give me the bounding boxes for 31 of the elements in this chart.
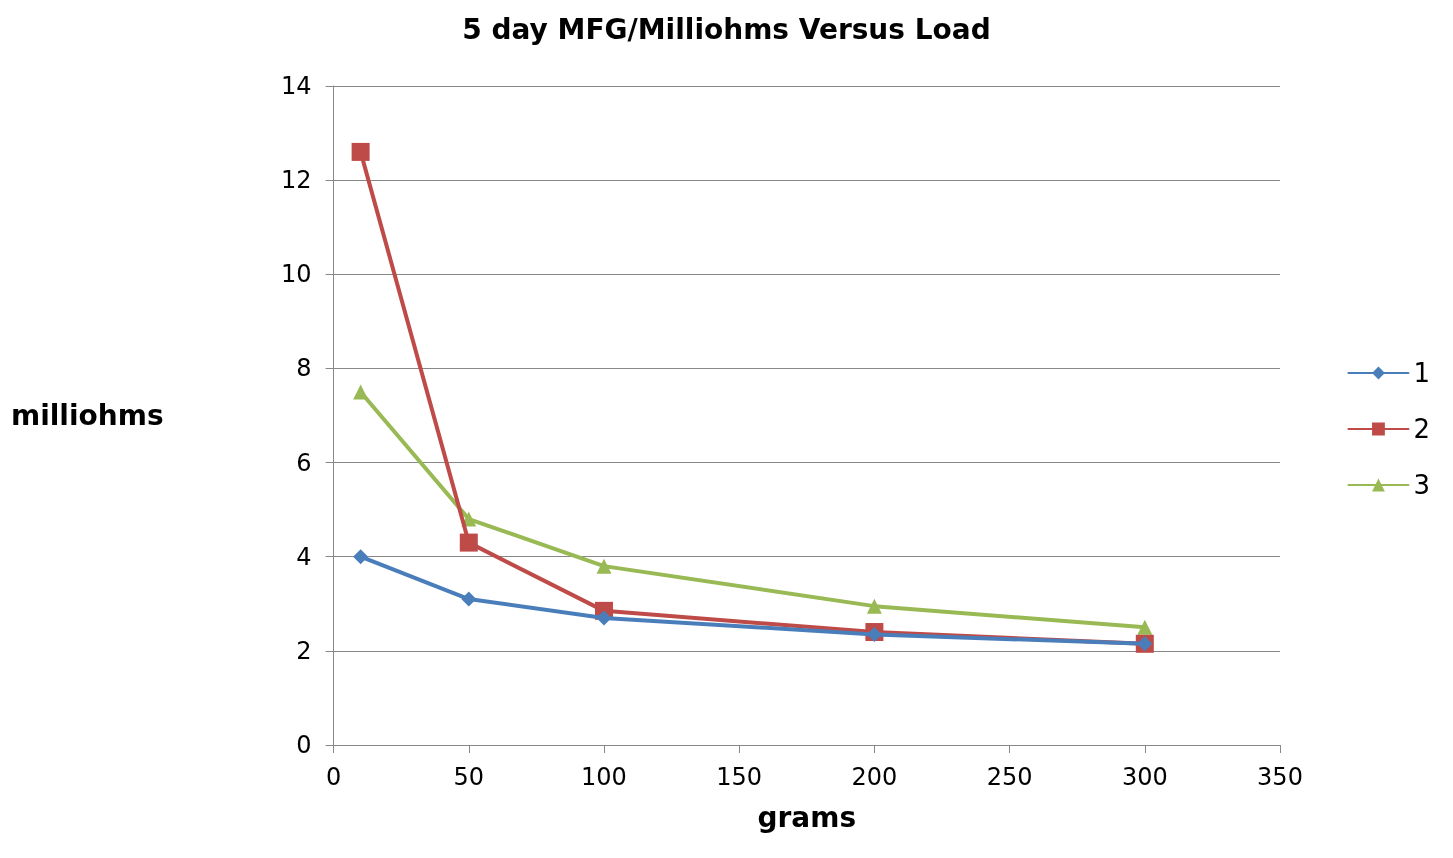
point [353, 384, 369, 400]
y-tick-label: 4 [296, 542, 312, 571]
chart-title: 5 day MFG/Milliohms Versus Load [462, 12, 991, 46]
point [866, 598, 882, 614]
y-tick-label: 14 [281, 72, 312, 100]
point [459, 533, 478, 552]
point [353, 549, 369, 565]
legend-label: 2 [1413, 414, 1430, 444]
x-axis-title: grams [757, 800, 857, 834]
x-tick-label: 200 [851, 763, 898, 791]
y-tick-label: 12 [281, 166, 312, 195]
point [351, 142, 370, 161]
x-tick-label: 250 [986, 763, 1033, 791]
y-tick-label: 6 [296, 448, 312, 477]
y-axis-title: milliohms [11, 399, 164, 432]
y-tick-label: 2 [296, 636, 312, 665]
x-tick-label: 50 [453, 763, 485, 791]
point [1137, 619, 1153, 635]
x-tick-label: 350 [1257, 763, 1303, 791]
y-tick-label: 0 [296, 731, 312, 759]
x-tick-label: 150 [716, 763, 763, 791]
legend-label: 3 [1413, 470, 1430, 500]
x-tick-label: 100 [581, 763, 627, 791]
x-tick-label: 300 [1121, 763, 1168, 791]
y-tick-label: 10 [281, 260, 312, 289]
y-tick-label: 8 [296, 354, 312, 383]
point [596, 610, 612, 626]
x-tick-label: 0 [325, 763, 342, 791]
point [596, 558, 612, 574]
point [461, 591, 477, 607]
legend-label: 1 [1413, 358, 1430, 388]
